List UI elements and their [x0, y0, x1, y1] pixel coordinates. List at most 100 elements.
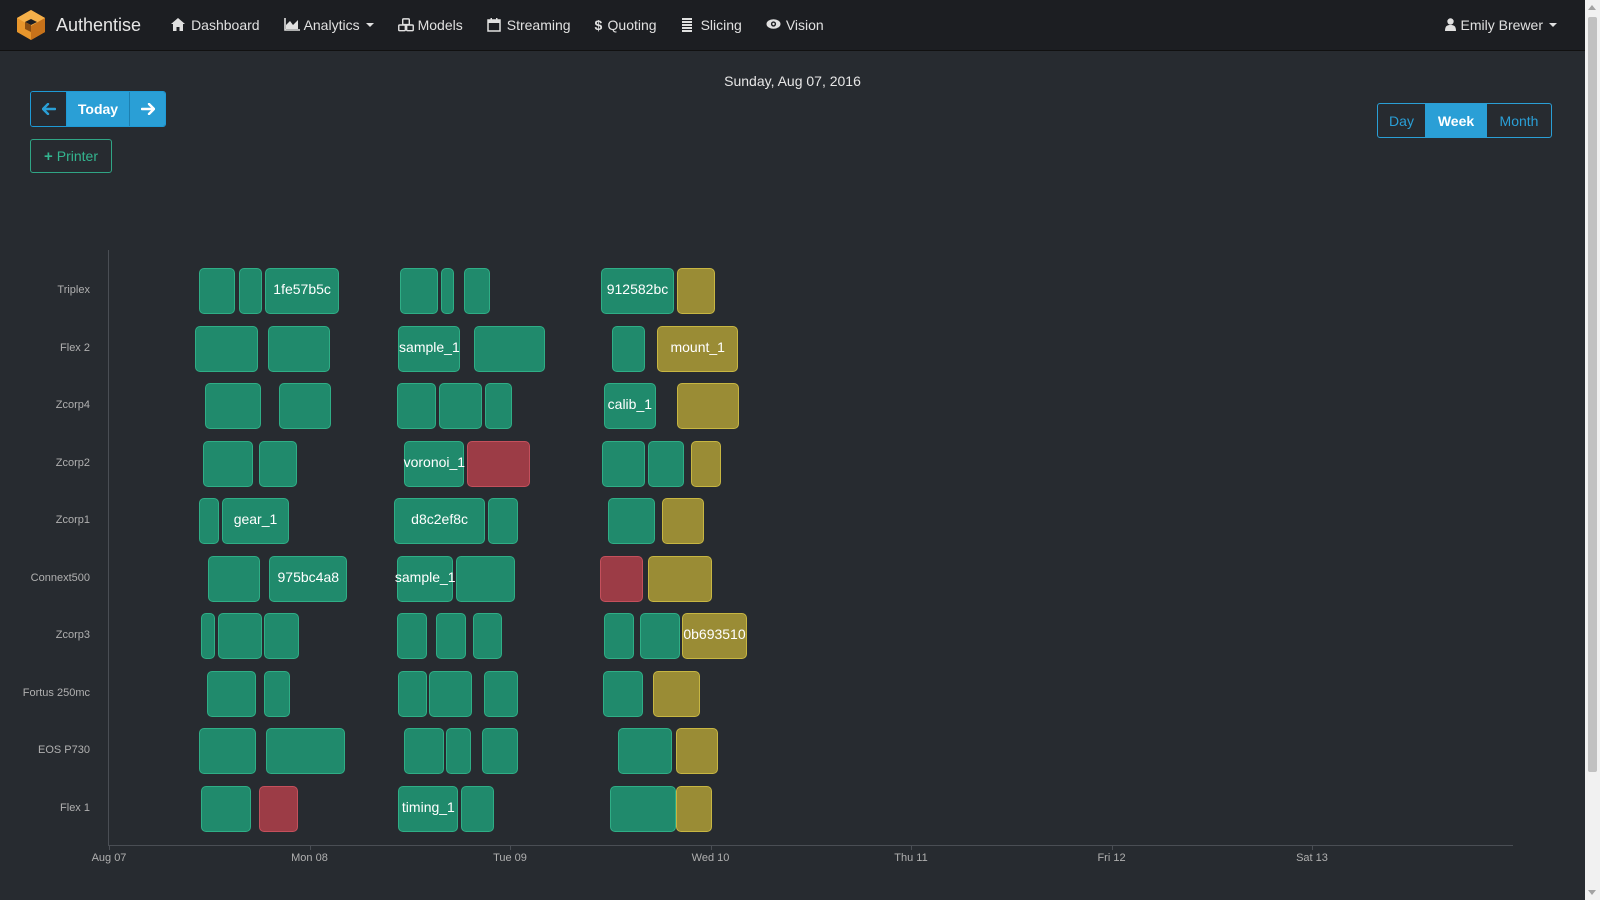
print-job-label: 975bc4a8	[277, 568, 340, 585]
print-job-green[interactable]	[608, 498, 655, 544]
view-week-button[interactable]: Week	[1426, 104, 1486, 137]
print-job-green[interactable]	[436, 613, 466, 659]
print-job-label: timing_1	[401, 798, 455, 815]
print-job-red[interactable]	[466, 440, 530, 487]
print-job-green[interactable]	[268, 325, 330, 372]
print-job-yellow[interactable]	[676, 728, 719, 774]
print-job-green[interactable]: 1fe57b5c	[265, 268, 340, 314]
print-job-green[interactable]	[266, 728, 346, 774]
nav-models[interactable]: Models	[386, 0, 475, 51]
print-job-green[interactable]	[428, 670, 472, 717]
print-job-green[interactable]	[198, 728, 256, 774]
print-job-yellow[interactable]: 0b693510	[682, 613, 747, 659]
print-job-green[interactable]	[259, 440, 297, 487]
print-job-red[interactable]	[599, 555, 643, 602]
print-job-green[interactable]	[602, 670, 643, 717]
print-job-green[interactable]	[218, 613, 262, 659]
print-job-green[interactable]	[456, 555, 516, 602]
print-job-green[interactable]	[483, 670, 519, 717]
print-job-green[interactable]	[398, 670, 427, 717]
print-job-green[interactable]	[198, 498, 220, 544]
print-job-green[interactable]: sample_1	[395, 555, 456, 602]
nav-quoting-label: Quoting	[607, 17, 657, 33]
print-job-green[interactable]	[264, 613, 299, 659]
prev-button[interactable]	[31, 92, 67, 126]
print-job-red[interactable]	[259, 785, 298, 832]
print-job-green[interactable]: sample_1	[398, 325, 461, 372]
print-job-green[interactable]	[488, 498, 519, 544]
print-job-green[interactable]	[403, 728, 445, 774]
print-job-green[interactable]	[207, 670, 256, 717]
print-job-green[interactable]: 912582bc	[600, 268, 675, 314]
printer-row-label: EOS P730	[38, 744, 90, 756]
print-job-green[interactable]	[397, 383, 436, 429]
print-job-yellow[interactable]: mount_1	[657, 325, 739, 372]
print-job-green[interactable]	[601, 440, 645, 487]
scroll-down-arrow-icon[interactable]	[1588, 890, 1596, 895]
printer-row-label: Zcorp2	[55, 456, 90, 469]
nav-slicing[interactable]: Slicing	[669, 0, 754, 51]
view-month-button[interactable]: Month	[1486, 104, 1551, 137]
printer-row-label: Fortus 250mc	[22, 686, 90, 699]
print-job-green[interactable]: d8c2ef8c	[394, 498, 485, 544]
print-job-green[interactable]	[603, 613, 635, 659]
scroll-thumb[interactable]	[1588, 17, 1597, 772]
print-job-green[interactable]	[200, 613, 216, 659]
print-job-green[interactable]	[460, 785, 495, 832]
print-job-yellow[interactable]	[677, 268, 715, 314]
page-scrollbar[interactable]	[1585, 0, 1600, 900]
print-job-green[interactable]: 975bc4a8	[269, 555, 348, 602]
print-job-yellow[interactable]	[653, 670, 700, 717]
print-job-yellow[interactable]	[676, 785, 712, 832]
next-button[interactable]	[129, 92, 165, 126]
brand[interactable]: Authentise	[14, 8, 141, 42]
x-axis-tick-label: Wed 10	[691, 852, 730, 864]
print-job-green[interactable]	[400, 268, 438, 314]
add-printer-button[interactable]: + Printer	[30, 139, 112, 173]
chevron-down-icon	[1549, 23, 1557, 27]
print-job-yellow[interactable]	[662, 498, 704, 544]
print-job-green[interactable]	[618, 728, 673, 774]
print-job-green[interactable]	[612, 325, 645, 372]
print-job-yellow[interactable]	[647, 555, 712, 602]
print-job-green[interactable]	[198, 268, 236, 314]
print-job-green[interactable]	[208, 555, 260, 602]
print-job-green[interactable]: calib_1	[603, 383, 656, 429]
print-job-green[interactable]	[439, 383, 482, 429]
print-job-green[interactable]	[647, 440, 685, 487]
today-button[interactable]: Today	[67, 92, 129, 126]
print-job-green[interactable]	[397, 613, 427, 659]
print-job-green[interactable]: gear_1	[222, 498, 289, 544]
nav-dashboard[interactable]: Dashboard	[159, 0, 272, 51]
print-job-green[interactable]	[238, 268, 262, 314]
x-axis-tick	[510, 845, 511, 850]
user-menu[interactable]: Emily Brewer	[1433, 0, 1569, 51]
nav-analytics[interactable]: Analytics	[272, 0, 386, 51]
print-job-green[interactable]: voronoi_1	[404, 440, 465, 487]
print-job-green[interactable]	[194, 325, 258, 372]
print-job-green[interactable]: timing_1	[398, 785, 459, 832]
scroll-up-arrow-icon[interactable]	[1588, 5, 1596, 10]
print-job-green[interactable]	[279, 383, 331, 429]
print-job-yellow[interactable]	[677, 383, 740, 429]
nav-vision[interactable]: Vision	[754, 0, 836, 51]
print-job-green[interactable]	[472, 613, 503, 659]
home-icon	[171, 18, 187, 32]
nav-quoting[interactable]: $ Quoting	[583, 0, 669, 51]
print-job-green[interactable]	[200, 785, 251, 832]
printer-row-label: Flex 1	[60, 801, 90, 814]
print-job-green[interactable]	[205, 383, 261, 429]
print-job-green[interactable]	[639, 613, 681, 659]
print-job-green[interactable]	[463, 268, 490, 314]
print-job-green[interactable]	[484, 383, 512, 429]
print-job-green[interactable]	[446, 728, 471, 774]
print-job-green[interactable]	[473, 325, 545, 372]
print-job-yellow[interactable]	[690, 440, 722, 487]
view-day-button[interactable]: Day	[1378, 104, 1426, 137]
nav-streaming[interactable]: Streaming	[475, 0, 583, 51]
print-job-green[interactable]	[481, 728, 519, 774]
print-job-green[interactable]	[202, 440, 253, 487]
print-job-green[interactable]	[441, 268, 455, 314]
print-job-green[interactable]	[264, 670, 290, 717]
print-job-green[interactable]	[610, 785, 677, 832]
